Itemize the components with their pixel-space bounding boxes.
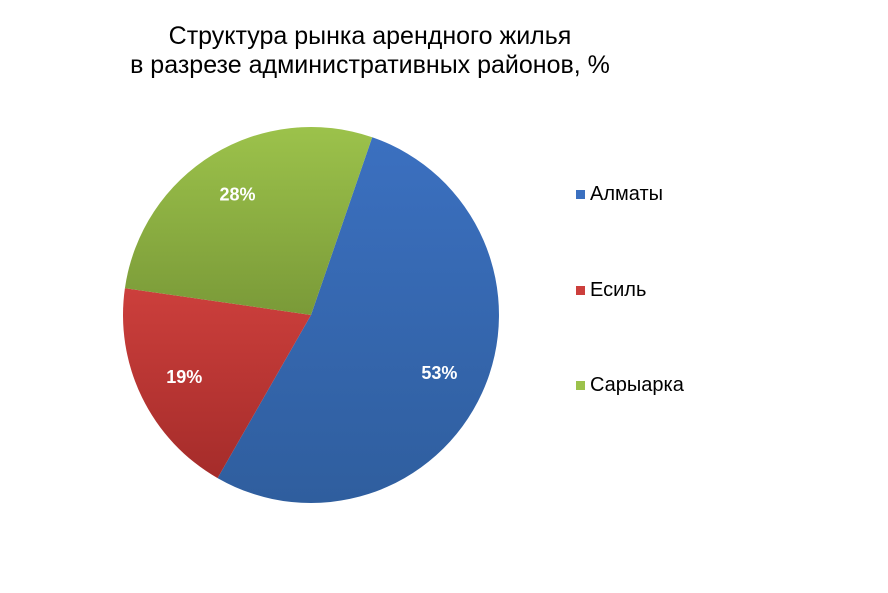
legend-swatch-almaty bbox=[576, 189, 585, 199]
legend-label-saryarka: Сарыарка bbox=[590, 373, 684, 396]
pie-slice-almaty bbox=[217, 137, 499, 503]
legend-label-almaty: Алматы bbox=[590, 182, 663, 205]
legend-swatch-saryarka bbox=[576, 380, 585, 390]
chart-title: Структура рынка арендного жилья в разрез… bbox=[60, 22, 680, 80]
legend-item-esil: Есиль bbox=[576, 278, 646, 302]
data-label-esil: 19% bbox=[166, 367, 202, 387]
chart-title-line-1: Структура рынка арендного жилья bbox=[168, 22, 572, 50]
pie-slice-esil bbox=[122, 288, 311, 479]
legend-item-saryarka: Сарыарка bbox=[576, 373, 684, 397]
data-label-saryarka: 28% bbox=[219, 185, 255, 205]
pie-slice-saryarka bbox=[124, 126, 373, 315]
legend-swatch-esil bbox=[576, 285, 585, 295]
data-label-almaty: 53% bbox=[421, 363, 457, 383]
chart-title-line-2: в разрезе административных районов, % bbox=[130, 51, 610, 79]
legend-label-esil: Есиль bbox=[590, 278, 647, 301]
legend-item-almaty: Алматы bbox=[576, 182, 663, 206]
